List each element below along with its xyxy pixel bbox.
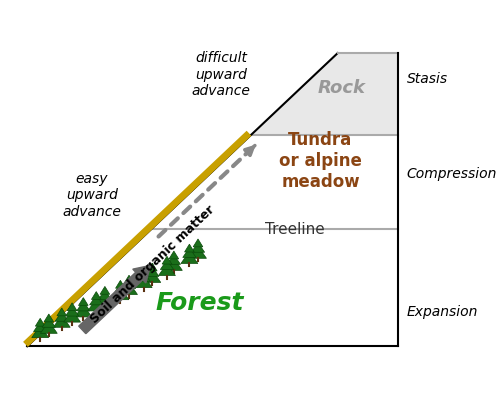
Polygon shape: [34, 322, 47, 331]
Text: Treeline: Treeline: [264, 222, 324, 237]
Polygon shape: [75, 305, 92, 317]
Polygon shape: [114, 284, 127, 293]
Text: Tundra
or alpine
meadow: Tundra or alpine meadow: [279, 131, 362, 191]
Polygon shape: [28, 53, 398, 346]
Polygon shape: [100, 286, 110, 294]
Polygon shape: [42, 318, 56, 327]
Polygon shape: [54, 315, 70, 327]
Text: Rock: Rock: [318, 79, 366, 96]
Text: Soil and organic matter: Soil and organic matter: [88, 203, 217, 326]
Polygon shape: [90, 295, 103, 305]
Polygon shape: [122, 279, 136, 288]
Polygon shape: [92, 292, 101, 299]
Polygon shape: [98, 290, 112, 300]
Polygon shape: [148, 263, 157, 271]
Polygon shape: [181, 251, 198, 263]
Polygon shape: [64, 310, 80, 322]
Text: easy
upward
advance: easy upward advance: [62, 172, 122, 218]
Polygon shape: [44, 314, 54, 322]
Polygon shape: [160, 260, 173, 269]
Polygon shape: [40, 321, 58, 333]
Polygon shape: [66, 307, 78, 316]
Text: difficult
upward
advance: difficult upward advance: [192, 51, 250, 98]
Polygon shape: [135, 276, 152, 288]
Polygon shape: [166, 258, 182, 270]
Text: Stasis: Stasis: [406, 72, 448, 86]
Polygon shape: [169, 251, 178, 259]
Polygon shape: [167, 255, 180, 264]
Polygon shape: [68, 303, 77, 310]
Polygon shape: [76, 301, 90, 311]
Polygon shape: [183, 248, 196, 258]
Polygon shape: [96, 293, 114, 306]
Polygon shape: [137, 272, 150, 282]
Polygon shape: [190, 246, 206, 258]
Polygon shape: [124, 275, 134, 283]
Polygon shape: [144, 270, 161, 282]
Polygon shape: [158, 263, 176, 276]
Polygon shape: [78, 297, 88, 305]
Polygon shape: [88, 299, 104, 311]
Polygon shape: [251, 53, 398, 135]
Polygon shape: [193, 239, 203, 247]
Polygon shape: [112, 288, 129, 300]
Polygon shape: [55, 312, 68, 321]
Polygon shape: [32, 325, 48, 338]
Text: Compression: Compression: [406, 167, 497, 181]
FancyArrow shape: [78, 265, 150, 334]
Text: Forest: Forest: [156, 291, 244, 315]
Polygon shape: [184, 244, 194, 252]
Polygon shape: [36, 318, 45, 326]
Polygon shape: [120, 282, 138, 295]
Polygon shape: [192, 243, 204, 252]
Polygon shape: [57, 308, 66, 316]
Polygon shape: [162, 256, 172, 264]
Text: Expansion: Expansion: [406, 305, 478, 319]
Polygon shape: [116, 280, 125, 288]
Polygon shape: [139, 268, 148, 276]
Polygon shape: [146, 267, 159, 276]
